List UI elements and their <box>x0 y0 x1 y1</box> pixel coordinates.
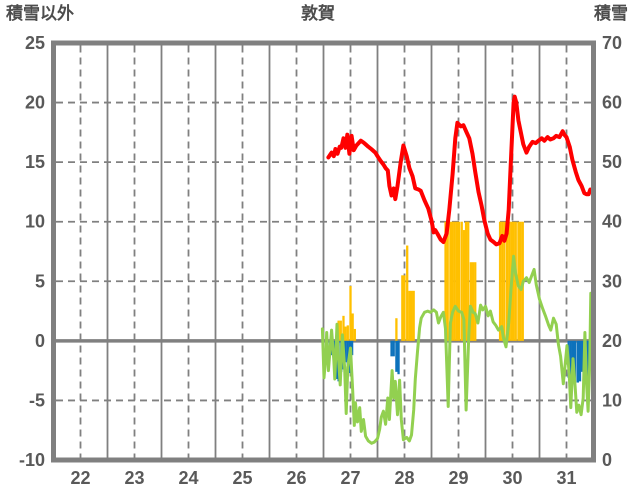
right-axis-tick-label: 70 <box>602 33 622 53</box>
left-axis-tick-label: 15 <box>25 152 45 172</box>
right-axis-tick-label: 20 <box>602 331 622 351</box>
yellow-bars-bar <box>410 290 413 341</box>
yellow-bars-bar <box>464 221 468 341</box>
left-axis-title: 積雪以外 <box>6 4 74 23</box>
blue-bars-bar <box>392 340 395 357</box>
x-axis-day-label: 24 <box>178 468 198 488</box>
blue-bars-bar <box>573 340 577 383</box>
blue-bars-bar <box>395 340 398 372</box>
yellow-bars-bar <box>353 328 356 341</box>
right-axis-title: 積雪 <box>594 4 628 23</box>
yellow-bars-bar <box>403 275 406 341</box>
yellow-bars-bar <box>453 221 456 341</box>
yellow-bars-bar <box>467 221 470 341</box>
x-axis-day-label: 26 <box>286 468 306 488</box>
left-axis-tick-label: 5 <box>35 271 45 291</box>
yellow-bars-bar <box>474 262 477 341</box>
red-line-series <box>326 94 593 247</box>
yellow-bars-bar <box>446 221 449 341</box>
yellow-bars-bar <box>351 313 354 341</box>
yellow-bars-bar <box>395 318 398 341</box>
yellow-bars-bar <box>349 286 352 341</box>
yellow-bars-bar <box>469 262 473 341</box>
yellow-bars-bar <box>498 221 502 341</box>
yellow-bars-bar <box>505 221 509 341</box>
yellow-bars-bar <box>339 320 342 341</box>
yellow-bars-bar <box>514 221 517 341</box>
right-axis-tick-label: 40 <box>602 212 622 232</box>
yellow-bars-bar <box>457 221 461 341</box>
yellow-bars-bar <box>501 221 504 341</box>
x-axis-day-label: 27 <box>340 468 360 488</box>
left-axis-tick-label: 25 <box>25 33 45 53</box>
left-axis-tick-label: 10 <box>25 212 45 232</box>
yellow-bars-bar <box>346 325 349 341</box>
blue-bars-bar <box>344 340 347 363</box>
yellow-bars-bar <box>412 290 415 341</box>
left-axis-tick-label: -10 <box>19 450 45 470</box>
blue-bars-bar <box>390 340 393 357</box>
blue-bars-bar <box>569 340 572 379</box>
blue-bars-bar <box>576 340 579 383</box>
yellow-bars-bar <box>408 290 411 341</box>
yellow-bars-bar <box>451 221 454 341</box>
blue-bars-bar <box>346 340 349 372</box>
yellow-bars-bar <box>519 221 522 341</box>
left-axis-tick-label: 0 <box>35 331 45 351</box>
yellow-bars-bar <box>512 221 515 341</box>
yellow-bars-bar <box>462 230 466 341</box>
yellow-bars-bar <box>508 221 511 341</box>
x-axis-day-label: 23 <box>124 468 144 488</box>
yellow-bars-bar <box>342 315 345 341</box>
right-axis-tick-label: 60 <box>602 93 622 113</box>
yellow-bars-bar <box>401 275 404 341</box>
yellow-bars-bar <box>503 221 506 341</box>
x-axis-day-label: 25 <box>232 468 252 488</box>
left-axis-tick-label: 20 <box>25 93 45 113</box>
right-axis-tick-label: 10 <box>602 390 622 410</box>
blue-bars-bar <box>578 340 582 382</box>
x-axis-day-label: 31 <box>556 468 576 488</box>
x-axis-day-label: 30 <box>502 468 522 488</box>
chart-title: 敦賀 <box>301 4 335 23</box>
yellow-bars-bar <box>406 245 409 341</box>
yellow-bars-bar <box>449 221 452 341</box>
yellow-bars-bar <box>344 326 347 341</box>
left-axis-tick-label: -5 <box>29 390 45 410</box>
yellow-bars-bar <box>471 262 475 341</box>
x-axis-day-label: 29 <box>448 468 468 488</box>
blue-bars-bar <box>581 340 584 372</box>
yellow-bars-bar <box>455 221 459 341</box>
blue-bars-bar <box>350 340 354 356</box>
right-axis-tick-label: 0 <box>602 450 612 470</box>
yellow-bars-bar <box>460 221 463 341</box>
green-line-series <box>320 254 593 445</box>
plot-border <box>51 40 596 463</box>
x-axis-day-label: 22 <box>70 468 90 488</box>
yellow-bars-bar <box>444 221 447 341</box>
x-axis-day-label: 28 <box>394 468 414 488</box>
blue-bars-bar <box>397 340 400 375</box>
right-axis-tick-label: 30 <box>602 271 622 291</box>
right-axis-tick-label: 50 <box>602 152 622 172</box>
